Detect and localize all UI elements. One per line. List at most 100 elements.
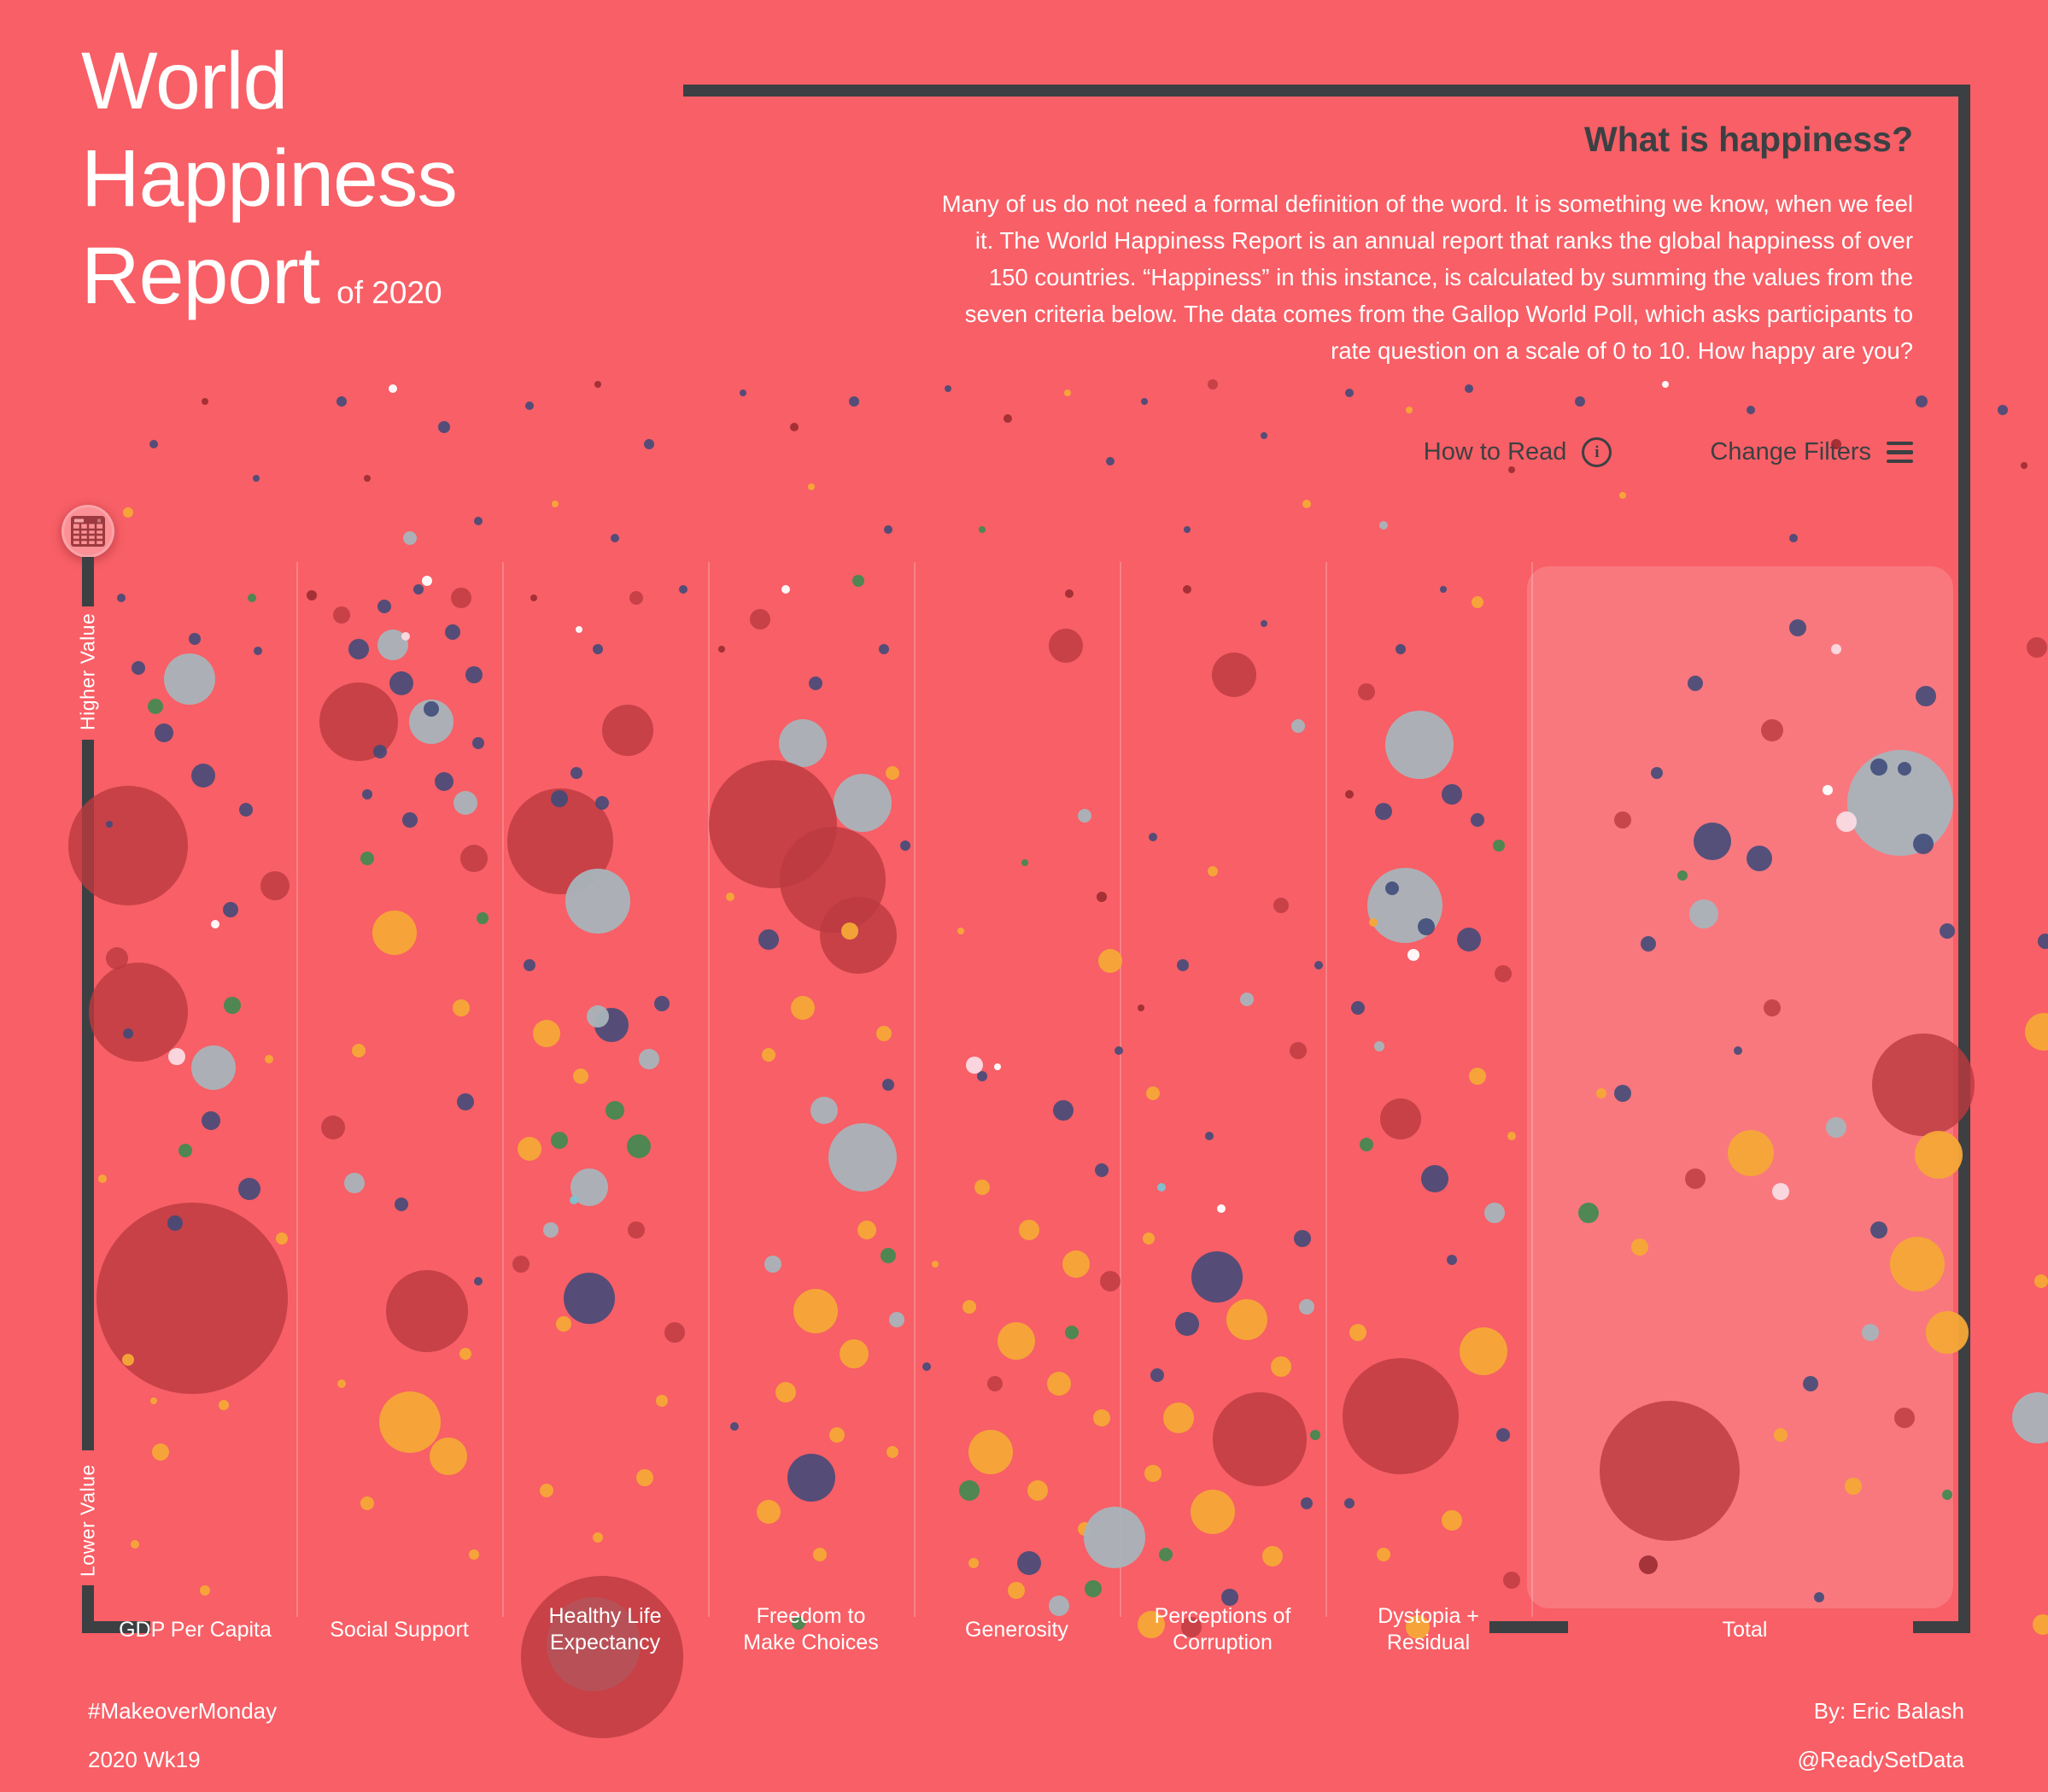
country-bubble[interactable] bbox=[1503, 1572, 1520, 1589]
country-bubble[interactable] bbox=[1862, 1324, 1879, 1341]
country-bubble[interactable] bbox=[1027, 1480, 1048, 1501]
country-bubble[interactable] bbox=[1049, 1596, 1069, 1616]
country-bubble[interactable] bbox=[1694, 823, 1731, 860]
country-bubble[interactable] bbox=[808, 483, 815, 490]
country-bubble[interactable] bbox=[333, 606, 350, 624]
country-bubble[interactable] bbox=[1294, 1230, 1311, 1247]
country-bubble[interactable] bbox=[1734, 1046, 1742, 1055]
country-bubble[interactable] bbox=[2034, 1274, 2048, 1288]
country-bubble[interactable] bbox=[809, 676, 822, 690]
country-bubble[interactable] bbox=[1314, 961, 1323, 969]
country-bubble[interactable] bbox=[1496, 1428, 1510, 1442]
country-bubble[interactable] bbox=[1085, 1580, 1102, 1597]
country-bubble[interactable] bbox=[336, 396, 347, 407]
country-bubble[interactable] bbox=[307, 590, 317, 600]
country-bubble[interactable] bbox=[1065, 589, 1074, 598]
country-bubble[interactable] bbox=[89, 963, 188, 1062]
country-bubble[interactable] bbox=[1369, 918, 1378, 927]
country-bubble[interactable] bbox=[168, 1048, 185, 1065]
country-bubble[interactable] bbox=[595, 796, 609, 810]
country-bubble[interactable] bbox=[1836, 811, 1857, 832]
view-data-button[interactable] bbox=[61, 505, 114, 558]
country-bubble[interactable] bbox=[1290, 1042, 1307, 1059]
country-bubble[interactable] bbox=[1375, 803, 1392, 820]
country-bubble[interactable] bbox=[106, 947, 128, 969]
country-bubble[interactable] bbox=[1345, 790, 1354, 799]
country-bubble[interactable] bbox=[1916, 395, 1928, 407]
country-bubble[interactable] bbox=[2038, 934, 2048, 949]
country-bubble[interactable] bbox=[1349, 1324, 1366, 1341]
country-bubble[interactable] bbox=[1826, 1117, 1846, 1138]
country-bubble[interactable] bbox=[1226, 1299, 1267, 1340]
country-bubble[interactable] bbox=[968, 1430, 1013, 1474]
country-bubble[interactable] bbox=[525, 401, 534, 410]
country-bubble[interactable] bbox=[813, 1548, 827, 1561]
country-bubble[interactable] bbox=[1747, 846, 1772, 871]
country-bubble[interactable] bbox=[1360, 1138, 1373, 1151]
country-bubble[interactable] bbox=[576, 626, 582, 633]
country-bubble[interactable] bbox=[791, 996, 815, 1020]
how-to-read-button[interactable]: How to Read i bbox=[1424, 437, 1612, 467]
country-bubble[interactable] bbox=[1870, 758, 1887, 776]
country-bubble[interactable] bbox=[886, 766, 899, 780]
country-bubble[interactable] bbox=[1261, 620, 1267, 627]
country-bubble[interactable] bbox=[430, 1438, 467, 1475]
country-bubble[interactable] bbox=[1017, 1551, 1041, 1575]
country-bubble[interactable] bbox=[644, 439, 654, 449]
country-bubble[interactable] bbox=[764, 1256, 781, 1273]
country-bubble[interactable] bbox=[533, 1020, 560, 1047]
country-bubble[interactable] bbox=[1351, 1001, 1365, 1015]
country-bubble[interactable] bbox=[189, 633, 201, 645]
country-bubble[interactable] bbox=[422, 576, 432, 586]
country-bubble[interactable] bbox=[1385, 881, 1399, 895]
country-bubble[interactable] bbox=[1093, 1409, 1110, 1426]
country-bubble[interactable] bbox=[98, 1174, 107, 1183]
country-bubble[interactable] bbox=[966, 1057, 983, 1074]
country-bubble[interactable] bbox=[1380, 1098, 1421, 1139]
country-bubble[interactable] bbox=[364, 475, 371, 482]
country-bubble[interactable] bbox=[664, 1322, 685, 1343]
country-bubble[interactable] bbox=[1493, 840, 1505, 852]
country-bubble[interactable] bbox=[1062, 1250, 1090, 1278]
country-bubble[interactable] bbox=[521, 1576, 683, 1738]
country-bubble[interactable] bbox=[1421, 1165, 1448, 1192]
country-bubble[interactable] bbox=[1507, 1132, 1516, 1140]
country-bubble[interactable] bbox=[472, 737, 484, 749]
country-bubble[interactable] bbox=[202, 1111, 220, 1130]
country-bubble[interactable] bbox=[587, 1005, 609, 1028]
country-bubble[interactable] bbox=[265, 1055, 273, 1063]
country-bubble[interactable] bbox=[1345, 389, 1354, 397]
country-bubble[interactable] bbox=[373, 745, 387, 758]
country-bubble[interactable] bbox=[974, 1180, 990, 1195]
country-bubble[interactable] bbox=[1465, 384, 1473, 393]
country-bubble[interactable] bbox=[1460, 1327, 1507, 1375]
country-bubble[interactable] bbox=[152, 1444, 169, 1461]
country-bubble[interactable] bbox=[570, 1196, 578, 1204]
country-bubble[interactable] bbox=[438, 421, 450, 433]
country-bubble[interactable] bbox=[1761, 719, 1783, 741]
country-bubble[interactable] bbox=[321, 1116, 345, 1139]
country-bubble[interactable] bbox=[1442, 1510, 1462, 1531]
country-bubble[interactable] bbox=[1495, 965, 1512, 982]
country-bubble[interactable] bbox=[593, 644, 603, 654]
country-bubble[interactable] bbox=[424, 701, 439, 717]
country-bubble[interactable] bbox=[977, 1071, 987, 1081]
country-bubble[interactable] bbox=[1262, 1546, 1283, 1567]
change-filters-button[interactable]: Change Filters bbox=[1710, 438, 1913, 466]
country-bubble[interactable] bbox=[1097, 892, 1107, 902]
country-bubble[interactable] bbox=[469, 1549, 479, 1560]
country-bubble[interactable] bbox=[1084, 1507, 1145, 1568]
country-bubble[interactable] bbox=[1141, 398, 1148, 405]
country-bubble[interactable] bbox=[1177, 959, 1189, 971]
country-bubble[interactable] bbox=[123, 507, 133, 518]
country-bubble[interactable] bbox=[1291, 719, 1305, 733]
country-bubble[interactable] bbox=[211, 920, 219, 928]
country-bubble[interactable] bbox=[1641, 936, 1656, 952]
country-bubble[interactable] bbox=[453, 999, 470, 1016]
country-bubble[interactable] bbox=[841, 922, 858, 940]
country-bubble[interactable] bbox=[253, 475, 260, 482]
country-bubble[interactable] bbox=[1677, 870, 1688, 881]
country-bubble[interactable] bbox=[372, 911, 417, 955]
country-bubble[interactable] bbox=[565, 869, 630, 934]
country-bubble[interactable] bbox=[1191, 1490, 1235, 1534]
